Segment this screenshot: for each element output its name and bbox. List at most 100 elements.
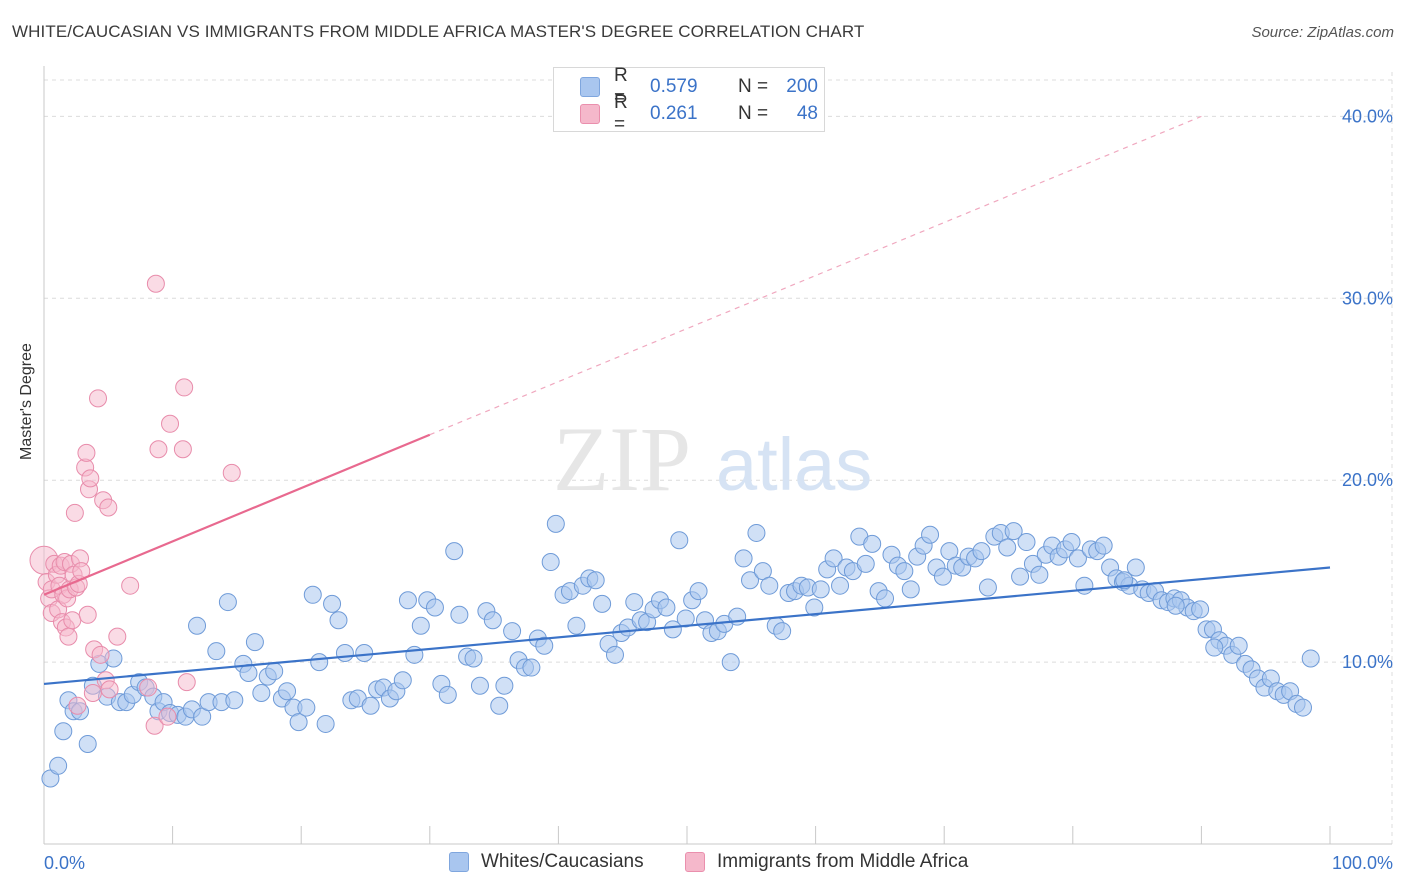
data-point-whites <box>978 578 997 597</box>
legend-swatch-blue <box>580 77 600 97</box>
data-point-immigrants <box>149 440 168 459</box>
data-point-whites <box>593 594 612 613</box>
data-point-whites <box>625 593 644 612</box>
trend-lines <box>43 115 1331 686</box>
legend-row-immigrants: R = 0.261 N = 48 <box>580 92 818 135</box>
data-point-whites <box>586 571 605 590</box>
data-point-whites <box>464 649 483 668</box>
data-point-whites <box>721 653 740 672</box>
data-point-whites <box>863 534 882 553</box>
data-point-whites <box>895 562 914 581</box>
data-point-whites <box>329 611 348 630</box>
data-point-whites <box>670 531 689 550</box>
data-point-immigrants <box>99 498 118 517</box>
source-label: Source: ZipAtlas.com <box>1251 24 1394 41</box>
watermark-zip: ZIP <box>553 408 691 510</box>
data-point-whites <box>54 722 73 741</box>
data-point-whites <box>503 622 522 641</box>
data-point-whites <box>741 571 760 590</box>
y-tick-label: 20.0% <box>1342 470 1393 490</box>
legend-row-whites: R = 0.579 N = 200 <box>580 65 818 108</box>
legend-swatch-whites <box>449 852 469 872</box>
data-point-whites <box>490 696 509 715</box>
data-point-whites <box>438 685 457 704</box>
data-point-whites <box>49 756 68 775</box>
data-point-whites <box>278 682 297 701</box>
data-point-whites <box>1094 536 1113 555</box>
data-point-immigrants <box>146 274 165 293</box>
legend-swatch-pink <box>580 104 600 124</box>
data-point-whites <box>1229 636 1248 655</box>
data-point-whites <box>1068 549 1087 568</box>
data-point-whites <box>831 576 850 595</box>
trend-line-immigrants <box>43 433 431 596</box>
data-point-whites <box>546 514 565 533</box>
data-point-whites <box>1075 576 1094 595</box>
data-point-whites <box>335 644 354 662</box>
y-tick-label: 30.0% <box>1342 288 1393 308</box>
data-point-immigrants <box>63 611 82 630</box>
data-point-whites <box>535 636 554 655</box>
series-whites-points <box>41 514 1320 788</box>
data-point-whites <box>734 549 753 568</box>
data-point-whites <box>495 676 514 695</box>
data-point-whites <box>445 542 464 561</box>
legend-n-value: 48 <box>796 103 818 124</box>
data-point-whites <box>747 523 766 542</box>
data-point-immigrants <box>173 440 192 459</box>
data-point-whites <box>1115 571 1134 590</box>
legend-n-label: N = <box>738 76 769 97</box>
data-point-immigrants <box>175 378 194 397</box>
data-point-whites <box>824 549 843 568</box>
data-point-whites <box>218 593 237 612</box>
legend-r-label: R = <box>614 92 628 135</box>
legend-r-value: 0.579 <box>650 76 698 97</box>
data-point-whites <box>265 662 284 681</box>
legend-r-value: 0.261 <box>650 103 698 124</box>
data-point-immigrants <box>91 645 110 664</box>
data-point-immigrants <box>59 627 78 646</box>
data-point-whites <box>483 611 502 630</box>
watermark: ZIP atlas <box>553 408 872 510</box>
data-point-whites <box>411 616 430 635</box>
data-point-whites <box>1017 533 1036 552</box>
legend-item-immigrants[interactable]: Immigrants from Middle Africa <box>685 851 968 873</box>
data-point-whites <box>1301 649 1320 668</box>
data-point-whites <box>856 554 875 573</box>
data-point-whites <box>972 542 991 561</box>
data-point-whites <box>1126 558 1145 577</box>
chart-title: WHITE/CAUCASIAN VS IMMIGRANTS FROM MIDDL… <box>12 22 865 41</box>
trend-line-immigrants-extension <box>429 115 1202 436</box>
data-point-immigrants <box>65 503 84 522</box>
series-immigrants-points <box>29 274 241 735</box>
data-point-whites <box>239 664 258 683</box>
data-point-whites <box>760 576 779 595</box>
data-point-whites <box>1011 567 1030 586</box>
data-point-whites <box>541 553 560 572</box>
watermark-atlas: atlas <box>716 423 872 506</box>
data-point-whites <box>361 696 380 715</box>
legend-n-label: N = <box>738 103 769 124</box>
data-point-whites <box>1030 565 1049 584</box>
data-point-whites <box>303 585 322 604</box>
data-point-immigrants <box>83 684 102 703</box>
data-point-whites <box>1062 533 1081 552</box>
data-point-whites <box>398 591 417 610</box>
data-point-whites <box>225 691 244 710</box>
data-point-immigrants <box>145 716 164 735</box>
x-tick-label-min: 0.0% <box>44 853 85 873</box>
series-legend: Whites/Caucasians Immigrants from Middle… <box>0 851 1406 877</box>
data-point-whites <box>805 598 824 617</box>
data-point-whites <box>252 684 271 703</box>
data-point-whites <box>773 622 792 641</box>
data-point-whites <box>289 713 308 732</box>
legend-n-value: 200 <box>786 76 818 97</box>
data-point-whites <box>1166 596 1185 615</box>
legend-item-whites[interactable]: Whites/Caucasians <box>449 851 644 873</box>
data-point-immigrants <box>108 627 127 646</box>
axes <box>43 66 1392 845</box>
data-point-whites <box>393 671 412 690</box>
data-point-whites <box>1191 600 1210 619</box>
data-point-whites <box>921 525 940 544</box>
